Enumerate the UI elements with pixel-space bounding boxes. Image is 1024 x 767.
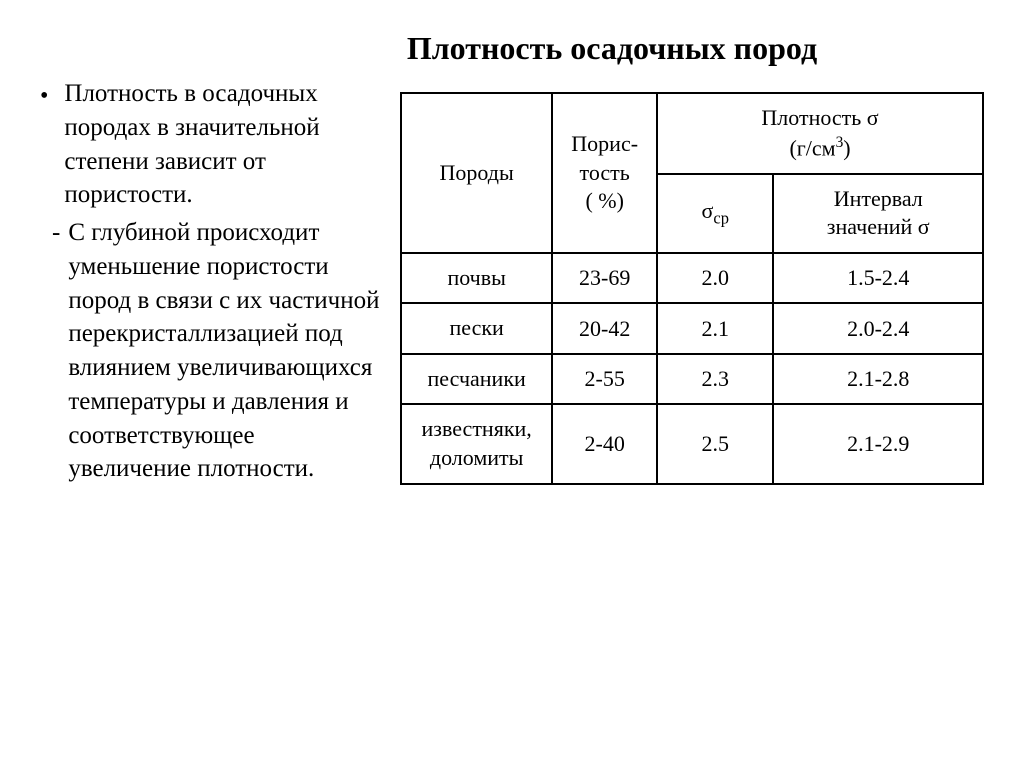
density-table: Породы Порис- тость ( %) Плотность σ (г/…: [400, 92, 984, 485]
cell-sigma-sr: 2.5: [657, 404, 773, 483]
header-interval: Интервал значений σ: [773, 174, 983, 253]
cell-interval: 2.1-2.8: [773, 354, 983, 405]
dash-text-1: С глубиной происходит уменьшение пористо…: [68, 216, 380, 486]
table-row: песчаники 2-55 2.3 2.1-2.8: [401, 354, 983, 405]
density-unit-suffix: ): [843, 135, 850, 160]
poristost-line3: ( %): [585, 188, 623, 213]
poristost-line1: Порис-: [571, 131, 638, 156]
cell-name: песчаники: [401, 354, 552, 405]
cell-name: почвы: [401, 253, 552, 304]
density-label: Плотность σ: [761, 105, 878, 130]
cell-name: известняки, доломиты: [401, 404, 552, 483]
cell-sigma-sr: 2.3: [657, 354, 773, 405]
bullet-list: • Плотность в осадочных породах в значит…: [40, 77, 380, 486]
cell-interval: 1.5-2.4: [773, 253, 983, 304]
table-row: пески 20-42 2.1 2.0-2.4: [401, 303, 983, 354]
dash-icon: -: [52, 216, 60, 250]
header-density: Плотность σ (г/см3): [657, 93, 983, 174]
cell-interval: 2.0-2.4: [773, 303, 983, 354]
cell-porosity: 20-42: [552, 303, 657, 354]
dash-item-1: - С глубиной происходит уменьшение порис…: [40, 216, 380, 486]
table-column: Породы Порис- тость ( %) Плотность σ (г/…: [400, 77, 984, 486]
interval-line2: значений σ: [827, 214, 930, 239]
page-title: Плотность осадочных пород: [240, 30, 984, 67]
bullet-item-1: • Плотность в осадочных породах в значит…: [40, 77, 380, 212]
sigma-sub: ср: [713, 209, 729, 228]
cell-sigma-sr: 2.1: [657, 303, 773, 354]
header-sigma-sr: σср: [657, 174, 773, 253]
table-row: почвы 23-69 2.0 1.5-2.4: [401, 253, 983, 304]
cell-porosity: 2-55: [552, 354, 657, 405]
interval-line1: Интервал: [834, 186, 923, 211]
cell-porosity: 2-40: [552, 404, 657, 483]
header-poristost: Порис- тость ( %): [552, 93, 657, 253]
bullet-text-1: Плотность в осадочных породах в значител…: [64, 77, 380, 212]
sigma-prefix: σ: [702, 198, 714, 223]
table-row: известняки, доломиты 2-40 2.5 2.1-2.9: [401, 404, 983, 483]
cell-name: пески: [401, 303, 552, 354]
text-column: • Плотность в осадочных породах в значит…: [40, 77, 380, 486]
poristost-line2: тость: [580, 160, 630, 185]
cell-interval: 2.1-2.9: [773, 404, 983, 483]
header-porody: Породы: [401, 93, 552, 253]
density-unit-prefix: (г/см: [789, 135, 835, 160]
cell-sigma-sr: 2.0: [657, 253, 773, 304]
main-content: • Плотность в осадочных породах в значит…: [40, 77, 984, 486]
cell-porosity: 23-69: [552, 253, 657, 304]
table-header-row-1: Породы Порис- тость ( %) Плотность σ (г/…: [401, 93, 983, 174]
bullet-dot-icon: •: [40, 79, 48, 113]
